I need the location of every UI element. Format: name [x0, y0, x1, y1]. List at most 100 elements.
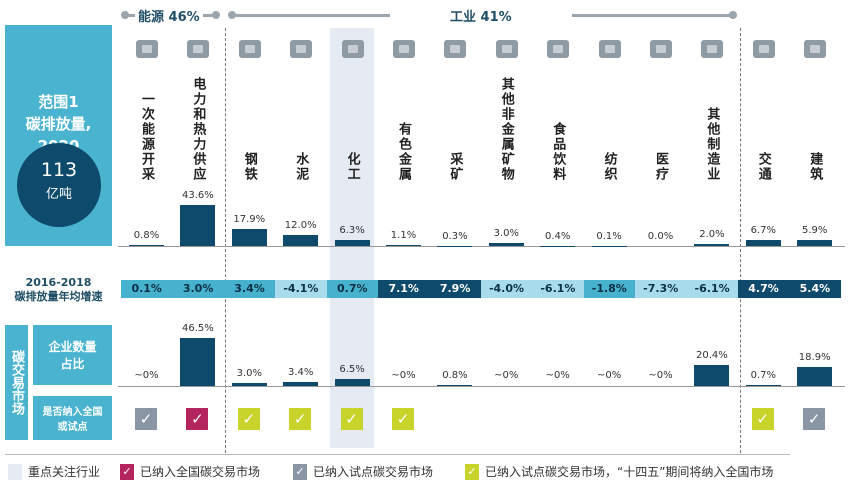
included-label: 是否纳入全国或试点 [42, 407, 103, 433]
battery-icon [136, 40, 158, 58]
construction-tools-icon [804, 40, 827, 58]
bracket-dot [729, 11, 737, 19]
emission-bar [694, 244, 730, 246]
emission-bar [231, 228, 267, 246]
total-value: 113 [40, 159, 78, 181]
emission-bar [283, 234, 319, 246]
bracket-line [125, 14, 135, 17]
sector-label: 食品饮料 [550, 122, 566, 182]
mine-cart-icon [444, 40, 467, 58]
bracket-line [203, 14, 215, 17]
legend-national-check: ✓ [120, 463, 134, 480]
baseline-top [118, 246, 845, 247]
emission-value: 2.0% [699, 229, 725, 241]
enterprise-value: 46.5% [182, 323, 214, 335]
sector-label: 医疗 [653, 152, 668, 182]
growth-cell: -4.0% [480, 280, 533, 298]
emission-bar [745, 239, 781, 246]
legend-pilot-future-text: 已纳入试点碳交易市场，“十四五”期间将纳入全国市场 [485, 465, 774, 479]
enterprise-value: ~0% [596, 370, 622, 381]
power-plug-icon [187, 40, 210, 58]
sector-label: 有色金属 [396, 122, 411, 182]
enterprise-bar [283, 382, 319, 386]
legend-pilot-future-check: ✓ [465, 463, 479, 480]
sector-label: 钢铁 [241, 152, 257, 182]
sector-label: 其他制造业 [704, 107, 720, 182]
bracket-line [572, 14, 732, 17]
divider [740, 28, 741, 453]
status-check-national: ✓ [186, 408, 209, 430]
enterprise-bar [694, 364, 730, 386]
growth-cell: -6.1% [686, 280, 738, 298]
growth-label-text: 碳排放量年均增速 [14, 290, 103, 303]
energy-group-label: 能源 46% [138, 10, 200, 25]
emission-bar [488, 243, 524, 246]
enterprise-value: 3.4% [287, 367, 314, 379]
emission-value: 17.9% [233, 213, 266, 225]
emission-value: 0.3% [442, 230, 468, 242]
divider [225, 28, 226, 453]
sector-label: 采矿 [447, 152, 463, 182]
growth-cell: -1.8% [583, 280, 635, 298]
emission-bar [386, 244, 421, 246]
growth-cell: -7.3% [635, 280, 687, 298]
growth-label-years: 2016-2018 [25, 276, 92, 289]
share-label: 企业数量占比 [48, 340, 97, 371]
status-check-pilot_future: ✓ [237, 408, 260, 430]
metal-hand-icon [393, 40, 415, 58]
emission-value: 0.8% [133, 230, 160, 242]
enterprise-value: ~0% [545, 370, 570, 381]
emission-value: 0.4% [544, 230, 571, 242]
enterprise-bar [437, 385, 473, 386]
growth-cell: -4.1% [275, 280, 327, 298]
textile-icon [598, 40, 621, 58]
legend-focus-swatch [8, 463, 22, 480]
emission-value: 5.9% [801, 225, 828, 237]
test-tube-icon [341, 40, 364, 58]
sector-label: 建筑 [807, 152, 823, 182]
sector-label: 纺织 [601, 152, 617, 182]
enterprise-value: 0.7% [750, 370, 776, 382]
legend-pilot-check: ✓ [293, 463, 307, 480]
enterprise-value: 20.4% [696, 349, 728, 361]
enterprise-value: 18.9% [798, 351, 831, 363]
included-label-box: 是否纳入全国或试点 [33, 396, 112, 440]
food-drink-icon [547, 40, 570, 58]
sector-label: 其他非金属矿物 [498, 77, 514, 182]
sector-label: 水泥 [293, 152, 309, 182]
transport-icon [752, 40, 775, 58]
emission-bar [129, 245, 164, 246]
enterprise-value: ~0% [391, 370, 416, 381]
status-check-pilot_future: ✓ [289, 408, 312, 430]
bracket-line [232, 14, 390, 17]
emission-value: 1.1% [390, 229, 417, 241]
enterprise-bar [180, 338, 216, 386]
emission-bar [180, 204, 216, 246]
enterprise-value: ~0% [648, 370, 673, 381]
enterprise-value: ~0% [494, 370, 519, 381]
emission-value: 0.0% [647, 231, 674, 242]
legend-divider [5, 454, 790, 455]
status-check-pilot: ✓ [803, 408, 826, 430]
sector-label: 化工 [344, 152, 360, 182]
enterprise-value: 3.0% [236, 367, 262, 379]
market-title: 碳交易市场 [5, 325, 28, 440]
emission-value: 3.0% [493, 228, 519, 240]
legend-pilot-future: ✓ 已纳入试点碳交易市场，“十四五”期间将纳入全国市场 [465, 463, 773, 480]
growth-cell: 7.1% [378, 280, 430, 298]
status-check-pilot_future: ✓ [751, 408, 774, 430]
sector-label: 一次能源开采 [139, 92, 154, 182]
legend-focus: 重点关注行业 [8, 463, 100, 480]
status-check-pilot_future: ✓ [392, 408, 414, 430]
scope-panel: 范围1 碳排放量, 2020 113 亿吨 [5, 25, 112, 246]
medical-kit-icon [650, 40, 672, 58]
growth-cell: 7.9% [429, 280, 481, 298]
enterprise-bar [797, 366, 833, 386]
growth-label: 2016-2018 碳排放量年均增速 [5, 276, 112, 304]
legend-national-text: 已纳入全国碳交易市场 [140, 465, 261, 479]
cement-truck-icon [290, 40, 313, 58]
growth-cell: 0.1% [121, 280, 173, 298]
growth-cell: 4.7% [737, 280, 790, 298]
enterprise-bar [745, 385, 781, 386]
enterprise-value: 6.5% [339, 364, 365, 376]
